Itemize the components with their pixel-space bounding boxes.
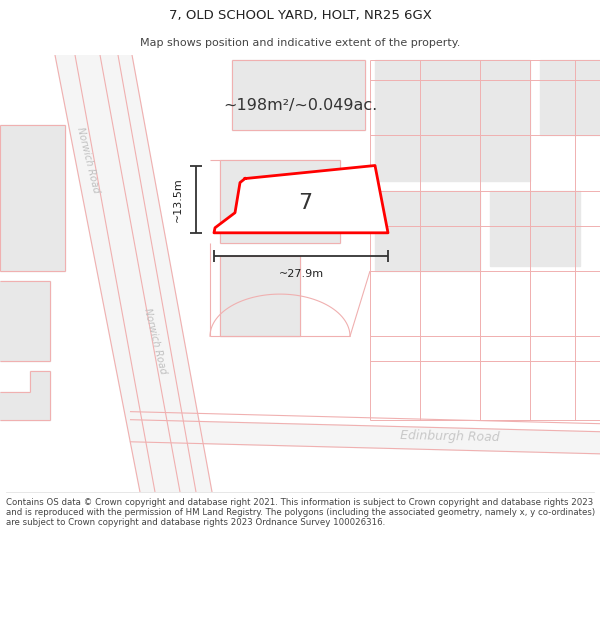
Text: ~198m²/~0.049ac.: ~198m²/~0.049ac. (223, 98, 377, 112)
Text: ~13.5m: ~13.5m (173, 177, 183, 221)
Text: Norwich Road: Norwich Road (75, 126, 101, 194)
Polygon shape (220, 161, 340, 243)
Text: ~27.9m: ~27.9m (278, 269, 323, 279)
Polygon shape (220, 256, 300, 336)
Polygon shape (0, 126, 65, 271)
Polygon shape (540, 60, 600, 136)
Polygon shape (232, 60, 365, 131)
Text: Contains OS data © Crown copyright and database right 2021. This information is : Contains OS data © Crown copyright and d… (6, 498, 595, 528)
Text: Norwich Road: Norwich Road (142, 308, 168, 376)
Polygon shape (490, 191, 580, 266)
Text: Edinburgh Road: Edinburgh Road (400, 429, 500, 444)
Polygon shape (130, 419, 600, 454)
Polygon shape (0, 371, 50, 419)
Polygon shape (55, 55, 212, 492)
Polygon shape (375, 191, 480, 271)
Polygon shape (0, 281, 50, 361)
Text: 7, OLD SCHOOL YARD, HOLT, NR25 6GX: 7, OLD SCHOOL YARD, HOLT, NR25 6GX (169, 9, 431, 22)
Polygon shape (214, 166, 388, 233)
Polygon shape (375, 60, 530, 181)
Text: Map shows position and indicative extent of the property.: Map shows position and indicative extent… (140, 38, 460, 48)
Text: 7: 7 (298, 192, 312, 213)
